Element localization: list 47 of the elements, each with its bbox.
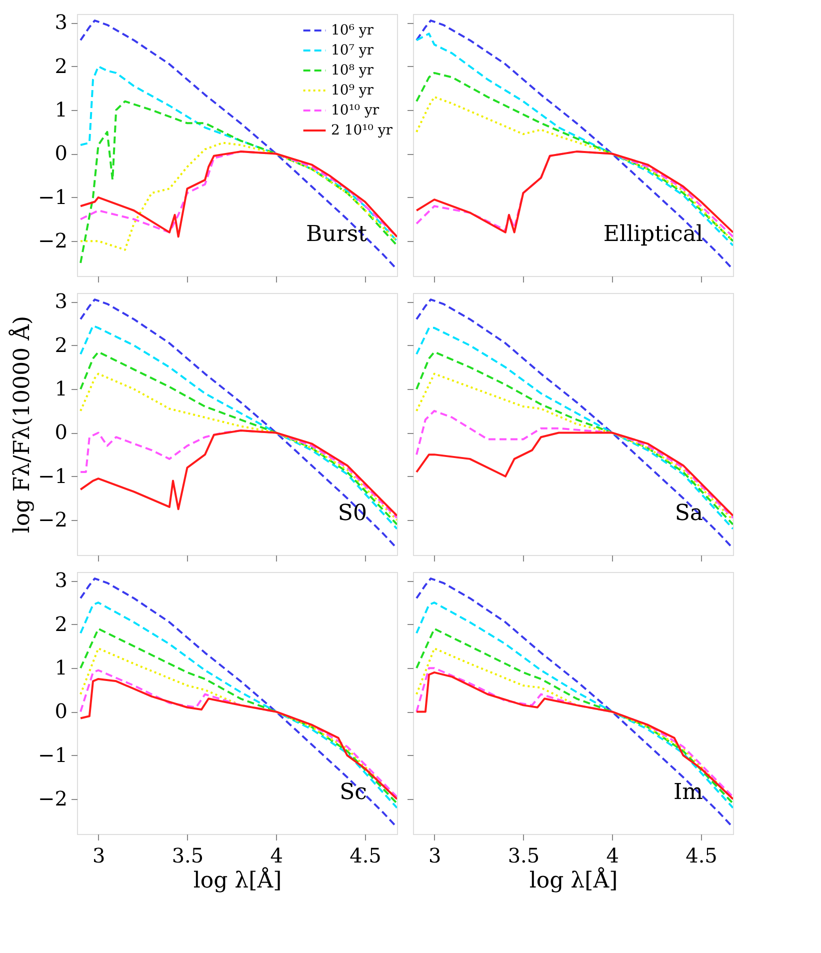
legend-label: 10¹⁰ yr — [331, 102, 380, 118]
y-tick-label: 3 — [54, 568, 68, 592]
y-tick-label: 2 — [54, 54, 68, 78]
annotation: S0 — [338, 501, 367, 526]
x-axis-title: log λ[Å] — [529, 866, 618, 894]
y-tick-label: 0 — [54, 420, 68, 444]
y-tick-label: −2 — [38, 786, 68, 811]
x-tick-label: 3.5 — [508, 844, 540, 868]
y-tick-label: −1 — [38, 464, 68, 488]
legend-label: 2 10¹⁰ yr — [331, 122, 393, 138]
x-tick-label: 4.5 — [686, 844, 718, 868]
annotation: Burst — [306, 222, 368, 248]
legend-label: 10⁸ yr — [331, 62, 374, 78]
legend-label: 10⁹ yr — [331, 82, 374, 98]
line-series — [80, 20, 397, 270]
y-tick-label: −1 — [38, 184, 68, 209]
line-series — [80, 65, 397, 242]
line-series — [80, 298, 397, 550]
legend-label: 10⁷ yr — [331, 42, 374, 58]
annotation: Sa — [674, 501, 703, 526]
annotation: Im — [673, 780, 704, 806]
legend-label: 10⁶ yr — [331, 22, 374, 38]
x-tick-label: 4.5 — [350, 844, 382, 868]
y-tick-label: 1 — [54, 98, 68, 122]
line-series — [80, 578, 397, 828]
y-tick-label: 2 — [54, 612, 68, 636]
x-tick-label: 3.5 — [172, 844, 204, 868]
y-tick-label: −2 — [38, 508, 68, 532]
x-axis-title: log λ[Å] — [193, 866, 282, 894]
line-series — [80, 100, 397, 264]
line-series — [80, 142, 397, 251]
y-tick-label: 3 — [54, 289, 68, 314]
x-tick-label: 4 — [606, 844, 619, 868]
y-tick-label: 1 — [54, 656, 68, 680]
y-tick-label: 2 — [54, 332, 68, 357]
y-tick-label: −1 — [38, 742, 68, 767]
annotation: Sc — [340, 780, 367, 806]
x-tick-label: 4 — [270, 844, 283, 868]
y-axis-title: log Fλ/Fλ(10000 Å) — [8, 316, 36, 534]
y-tick-label: 1 — [54, 376, 68, 401]
annotation: Elliptical — [603, 222, 703, 248]
y-tick-label: −2 — [38, 228, 68, 253]
y-tick-label: 0 — [54, 699, 68, 724]
y-tick-label: 0 — [54, 141, 68, 166]
y-tick-label: 3 — [54, 10, 68, 34]
x-tick-label: 3 — [428, 844, 442, 868]
x-tick-label: 3 — [92, 844, 106, 868]
